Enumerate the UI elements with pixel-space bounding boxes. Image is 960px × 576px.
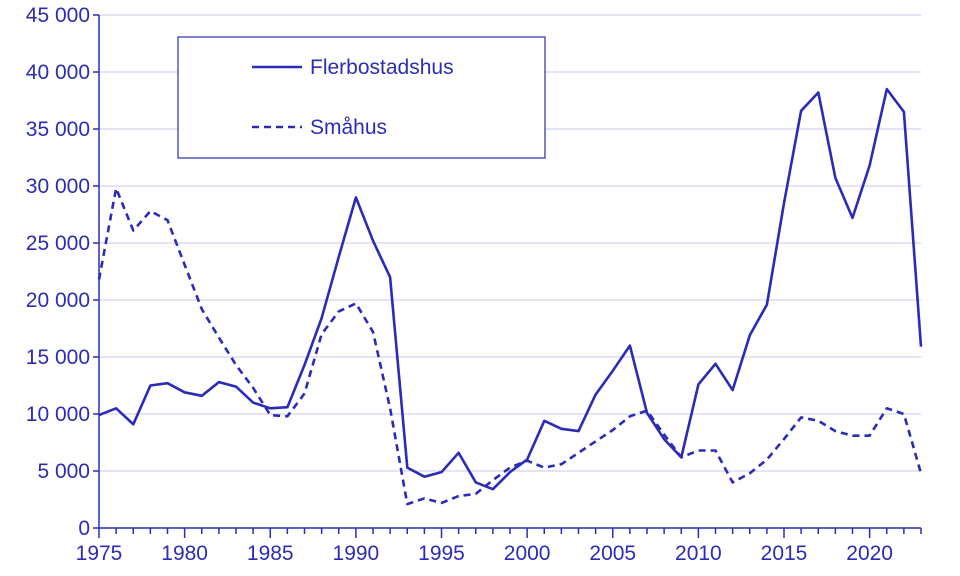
x-tick-label: 2020 — [846, 542, 893, 565]
series-line-smahus — [97, 187, 923, 506]
series-lines — [97, 87, 923, 506]
x-tick-label: 1980 — [161, 542, 208, 565]
y-tick-label: 15 000 — [26, 346, 90, 369]
y-tick-label: 25 000 — [26, 232, 90, 255]
y-tick-label: 40 000 — [26, 61, 90, 84]
x-tick-label: 1975 — [76, 542, 123, 565]
y-tick-labels: 0 5 000 10 000 15 000 20 000 25 000 30 000 35 0… — [26, 4, 99, 540]
legend-label-flerbostadshus: Flerbostadshus — [310, 56, 454, 79]
series-line-flerbostadshus — [98, 87, 923, 491]
y-tick-label: 10 000 — [26, 403, 90, 426]
x-tick-label: 2005 — [589, 542, 636, 565]
x-tick-label: 2010 — [675, 542, 722, 565]
y-tick-label: 30 000 — [26, 175, 90, 198]
y-tick-label: 45 000 — [26, 4, 90, 27]
legend-label-smahus: Småhus — [310, 116, 387, 139]
legend-box — [177, 36, 546, 159]
y-tick-label: 20 000 — [26, 289, 90, 312]
x-tick-labels: 1975 1980 1985 1990 1995 2000 2005 2010 2015 2020 — [76, 528, 922, 565]
x-tick-label: 1990 — [333, 542, 380, 565]
x-tick-label: 1995 — [418, 542, 465, 565]
y-tick-label: 35 000 — [26, 118, 90, 141]
x-tick-label: 1985 — [247, 542, 294, 565]
y-tick-label: 5 000 — [37, 460, 90, 483]
y-tick-label: 0 — [78, 517, 90, 540]
x-tick-label: 2015 — [761, 542, 808, 565]
legend: Flerbostadshus Småhus — [177, 36, 546, 159]
x-tick-label: 2000 — [504, 542, 551, 565]
